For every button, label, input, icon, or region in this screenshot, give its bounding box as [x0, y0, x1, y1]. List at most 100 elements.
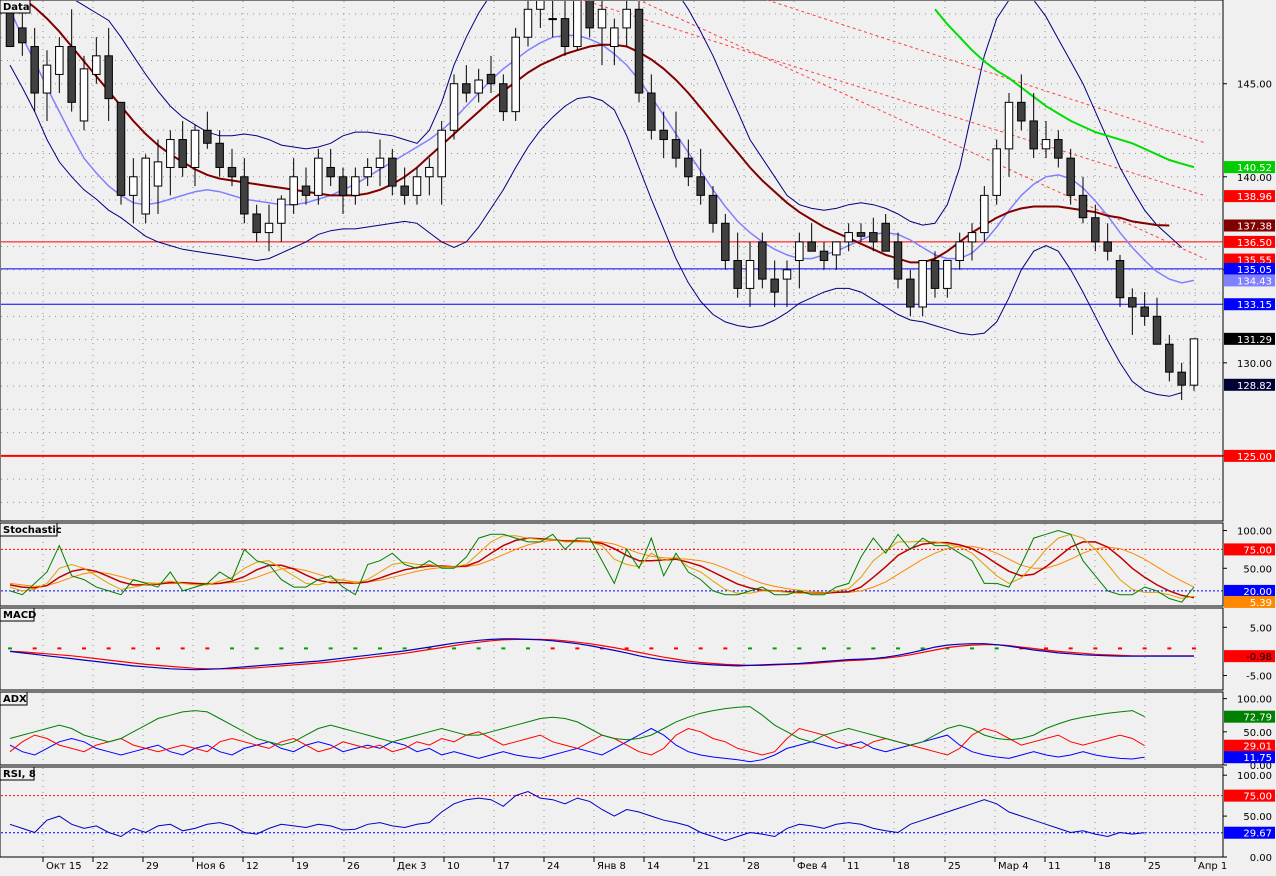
candle[interactable]	[264, 204, 274, 252]
candle[interactable]	[560, 0, 570, 56]
candle[interactable]	[412, 167, 422, 205]
candle[interactable]	[1066, 148, 1075, 205]
rsi-panel[interactable]: RSI, 8	[0, 766, 1224, 858]
candle[interactable]	[67, 9, 76, 112]
candle[interactable]	[203, 111, 212, 149]
candle[interactable]	[79, 55, 89, 131]
candle[interactable]	[1054, 130, 1063, 168]
candle[interactable]	[190, 124, 200, 187]
candle[interactable]	[5, 8, 15, 48]
candle[interactable]	[782, 260, 792, 308]
candle[interactable]	[486, 55, 496, 94]
candle[interactable]	[770, 260, 779, 308]
candle[interactable]	[30, 27, 39, 112]
candle[interactable]	[930, 251, 940, 298]
stochastic-panel[interactable]: Stochastic	[0, 522, 1224, 607]
candle[interactable]	[301, 167, 311, 205]
candle[interactable]	[536, 0, 545, 28]
candle[interactable]	[338, 167, 348, 214]
adx-panel[interactable]: ADX	[0, 691, 1224, 766]
candle[interactable]	[967, 223, 977, 261]
trend-line[interactable]	[627, 0, 1207, 261]
candle[interactable]	[1140, 292, 1149, 326]
candle[interactable]	[141, 154, 150, 224]
candle[interactable]	[881, 213, 890, 252]
candle[interactable]	[906, 269, 915, 317]
candle[interactable]	[1128, 288, 1137, 335]
candle[interactable]	[634, 0, 644, 103]
candle[interactable]	[671, 111, 681, 168]
candle[interactable]	[1189, 338, 1199, 391]
candle[interactable]	[696, 148, 705, 205]
candle[interactable]	[733, 232, 742, 298]
candle[interactable]	[252, 204, 261, 242]
candle[interactable]	[1165, 334, 1174, 382]
candle[interactable]	[277, 195, 286, 242]
candle[interactable]	[178, 120, 187, 177]
candle[interactable]	[647, 74, 656, 140]
candle[interactable]	[116, 101, 126, 205]
candle[interactable]	[1152, 297, 1162, 345]
candle[interactable]	[573, 0, 582, 51]
candle[interactable]	[314, 148, 323, 205]
candle[interactable]	[400, 167, 409, 205]
candle[interactable]	[449, 74, 459, 140]
candle[interactable]	[240, 158, 249, 224]
candle[interactable]	[807, 223, 816, 252]
trend-line[interactable]	[750, 0, 1207, 144]
candle[interactable]	[1091, 204, 1100, 252]
candle[interactable]	[1041, 120, 1051, 159]
candle[interactable]	[375, 139, 385, 187]
candle[interactable]	[474, 68, 483, 103]
candle[interactable]	[659, 111, 668, 159]
candle[interactable]	[215, 130, 224, 177]
candle[interactable]	[1029, 93, 1038, 159]
candle[interactable]	[462, 65, 471, 103]
candle[interactable]	[92, 37, 101, 84]
candle[interactable]	[388, 148, 397, 196]
candle[interactable]	[918, 260, 927, 317]
candle[interactable]	[585, 0, 594, 38]
candle[interactable]	[326, 148, 335, 187]
candle[interactable]	[437, 120, 446, 205]
candle[interactable]	[129, 158, 138, 224]
candle[interactable]	[955, 232, 964, 270]
candle[interactable]	[1115, 254, 1125, 308]
candle[interactable]	[943, 260, 952, 298]
candle[interactable]	[1103, 223, 1112, 261]
candle[interactable]	[745, 241, 755, 308]
candle[interactable]	[819, 241, 829, 270]
candle[interactable]	[610, 18, 619, 66]
candle[interactable]	[869, 217, 878, 252]
candle[interactable]	[980, 186, 989, 242]
candle[interactable]	[1004, 93, 1014, 177]
trend-line[interactable]	[565, 0, 1207, 197]
candle[interactable]	[893, 232, 903, 289]
candle[interactable]	[227, 148, 237, 187]
candle[interactable]	[844, 223, 853, 252]
candle[interactable]	[42, 50, 52, 121]
candle[interactable]	[758, 232, 767, 289]
candle[interactable]	[721, 213, 730, 270]
candle[interactable]	[153, 139, 163, 214]
candle[interactable]	[622, 0, 631, 47]
candle[interactable]	[856, 223, 866, 242]
candle[interactable]	[351, 167, 360, 205]
candle[interactable]	[832, 241, 841, 270]
candle[interactable]	[795, 232, 804, 289]
price-panel[interactable]: Data	[0, 0, 1224, 522]
macd-panel[interactable]: MACD	[0, 607, 1224, 691]
candle[interactable]	[548, 0, 557, 38]
candle[interactable]	[289, 158, 298, 214]
candle[interactable]	[55, 37, 64, 94]
candle[interactable]	[1078, 176, 1088, 224]
candle[interactable]	[166, 130, 175, 196]
candle[interactable]	[104, 27, 113, 121]
candle[interactable]	[597, 0, 607, 66]
candle[interactable]	[992, 139, 1001, 205]
candle[interactable]	[499, 74, 508, 121]
candle[interactable]	[511, 27, 520, 121]
candle[interactable]	[425, 158, 434, 196]
candle[interactable]	[684, 139, 693, 187]
